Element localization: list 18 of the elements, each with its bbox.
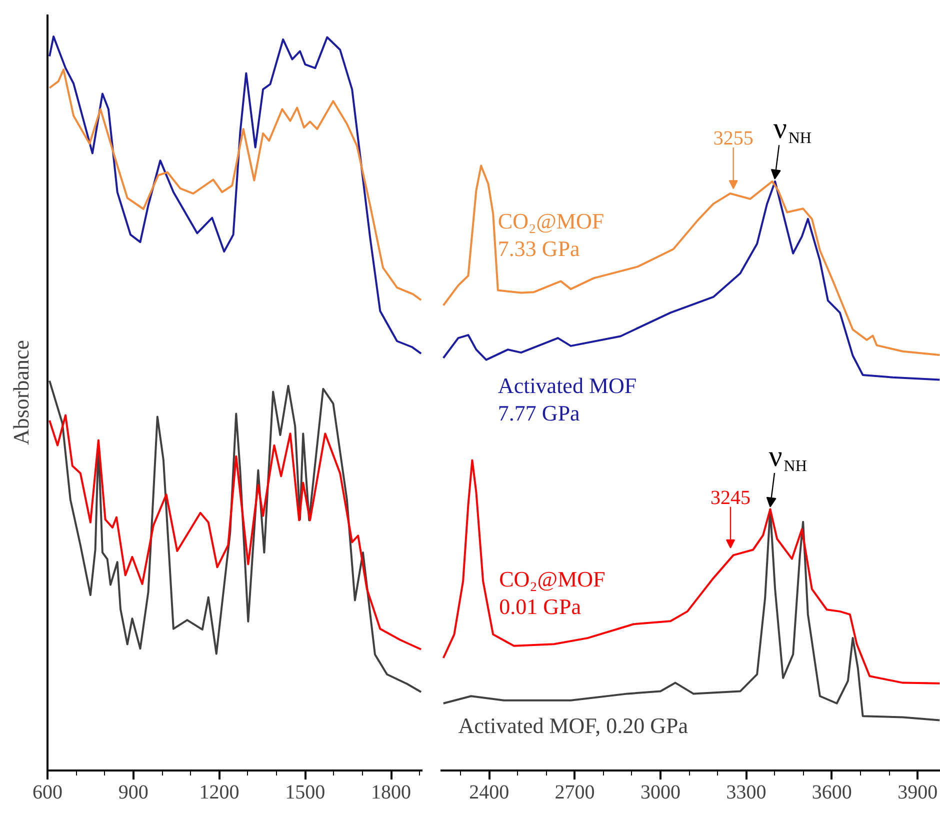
- annotation: 3245: [710, 486, 750, 509]
- x-tick-label: 1800: [371, 782, 412, 804]
- x-tick-label: 2400: [469, 782, 510, 804]
- series-label: CO₂@MOF 0.01 GPa: [499, 566, 606, 620]
- x-tick-label: 1200: [199, 782, 240, 804]
- x-tick-label: 3300: [726, 782, 766, 804]
- series-label: Activated MOF, 0.20 GPa: [458, 713, 688, 738]
- series-label: Activated MOF 7.77 GPa: [498, 373, 637, 426]
- x-tick-label: 600: [32, 782, 62, 804]
- series-label: CO₂@MOF 7.33 GPa: [498, 208, 604, 262]
- x-tick-label: 1500: [285, 782, 326, 804]
- annotation: 3255: [713, 128, 754, 150]
- x-tick-label: 3000: [640, 782, 680, 804]
- x-tick-label: 2700: [554, 782, 595, 804]
- y-axis-title: Absorbance: [8, 340, 34, 446]
- x-tick-label: 3900: [898, 782, 938, 804]
- x-tick-label: 900: [118, 782, 148, 804]
- x-tick-label: 3600: [812, 782, 852, 804]
